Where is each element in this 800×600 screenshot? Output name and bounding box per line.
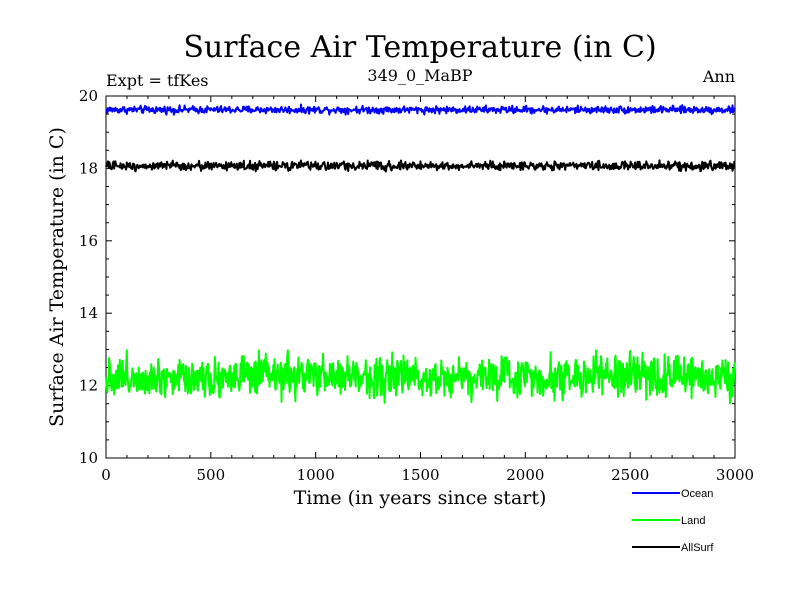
chart-subtitle: 349_0_MaBP: [367, 66, 472, 85]
season-label: Ann: [702, 67, 735, 86]
axis-ticks: 0 500 1000 1500 2000 2500 3000 10 12 14 16 18 20: [79, 87, 754, 484]
x-tick-label: 0: [101, 466, 111, 484]
y-tick-label: 20: [79, 87, 98, 105]
y-tick-label: 10: [79, 449, 98, 467]
x-tick-label: 1500: [401, 466, 439, 484]
x-tick-label: 3000: [716, 466, 754, 484]
legend-label-land: Land: [681, 515, 705, 527]
plot-frame: [105, 95, 736, 459]
y-axis-label: Surface Air Temperature (in C): [46, 127, 68, 427]
chart-title: Surface Air Temperature (in C): [183, 30, 656, 65]
y-tick-label: 18: [79, 159, 98, 177]
series-lines: [105, 103, 736, 405]
legend: Ocean Land AllSurf: [632, 488, 714, 554]
x-axis-label: Time (in years since start): [294, 487, 547, 509]
legend-label-ocean: Ocean: [681, 488, 713, 500]
x-tick-label: 2000: [506, 466, 544, 484]
y-tick-label: 12: [79, 377, 98, 395]
y-tick-label: 16: [79, 232, 98, 250]
x-tick-label: 500: [197, 466, 226, 484]
experiment-label: Expt = tfKes: [106, 71, 209, 90]
x-tick-label: 2500: [611, 466, 649, 484]
y-tick-label: 14: [79, 304, 98, 322]
x-tick-label: 1000: [297, 466, 335, 484]
legend-label-allsurf: AllSurf: [681, 542, 714, 554]
series-line-allsurf: [105, 159, 736, 173]
series-line-land: [105, 349, 736, 405]
series-line-ocean: [105, 103, 736, 116]
